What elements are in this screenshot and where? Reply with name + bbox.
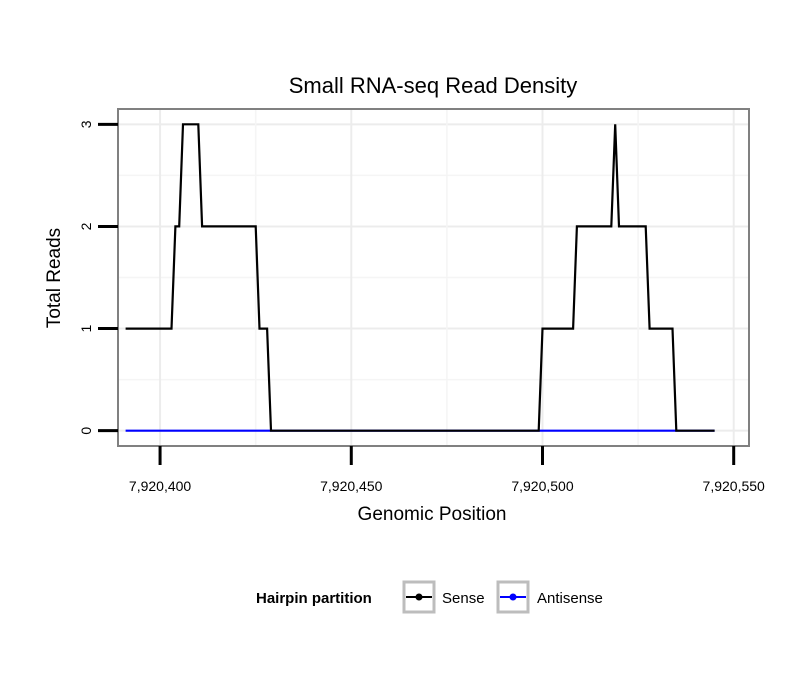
plot-panel-border: [117, 108, 750, 447]
y-tick-label-3: 3: [78, 120, 94, 128]
legend-label-antisense: Antisense: [537, 590, 603, 607]
series-layer: [125, 123, 715, 432]
x-tick-label-3: 7,920,550: [703, 478, 765, 494]
chart-title: Small RNA-seq Read Density: [289, 73, 578, 98]
x-axis: 7,920,400 7,920,450 7,920,500 7,920,550: [129, 446, 765, 494]
legend-title: Hairpin partition: [256, 590, 372, 607]
legend-label-sense: Sense: [442, 590, 485, 607]
grid-lines: [118, 109, 749, 446]
x-tick-label-1: 7,920,450: [320, 478, 382, 494]
y-tick-label-2: 2: [78, 222, 94, 230]
series-line-sense: [125, 123, 715, 432]
y-tick-label-1: 1: [78, 324, 94, 332]
y-axis-title: Total Reads: [44, 228, 65, 328]
x-tick-label-2: 7,920,500: [511, 478, 573, 494]
y-axis: 0 1 2 3: [78, 120, 118, 435]
legend-dot-sense: [415, 593, 423, 601]
legend: Hairpin partition Sense Antisense: [256, 580, 603, 614]
y-tick-label-0: 0: [78, 427, 94, 435]
x-axis-title: Genomic Position: [358, 504, 507, 525]
legend-dot-antisense: [509, 593, 517, 601]
x-tick-label-0: 7,920,400: [129, 478, 191, 494]
